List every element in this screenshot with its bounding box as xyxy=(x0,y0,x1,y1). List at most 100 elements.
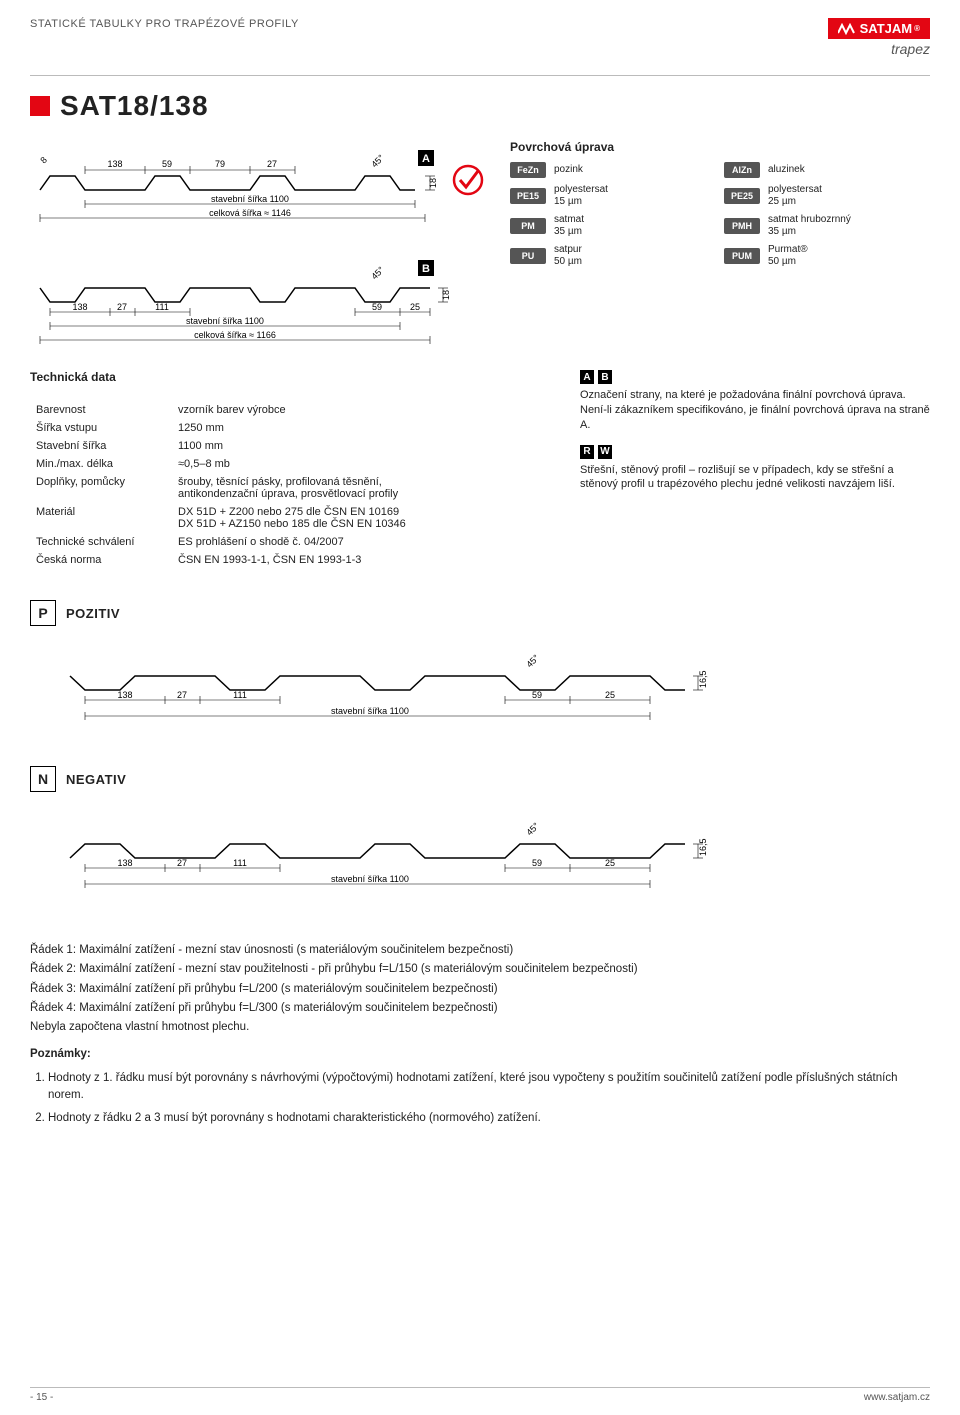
tech-key: Barevnost xyxy=(32,402,172,418)
svg-text:111: 111 xyxy=(233,858,247,868)
notes-list: Hodnoty z 1. řádku musí být porovnány s … xyxy=(30,1070,930,1128)
svg-text:B: B xyxy=(422,263,430,275)
negativ-label: NEGATIV xyxy=(66,772,126,787)
surface-badge: FeZn xyxy=(510,162,546,178)
svg-text:stavební šířka 1100: stavební šířka 1100 xyxy=(331,706,409,716)
svg-text:138: 138 xyxy=(107,159,122,169)
rw-badges: R W xyxy=(580,445,930,459)
svg-text:111: 111 xyxy=(155,302,169,312)
svg-text:138: 138 xyxy=(117,858,132,868)
tech-key: Doplňky, pomůcky xyxy=(32,474,172,502)
footer-left: - 15 - xyxy=(30,1392,53,1403)
surface-label: satmat hrubozrnný 35 µm xyxy=(768,214,930,238)
surface-badge: PE15 xyxy=(510,188,546,204)
svg-text:27: 27 xyxy=(177,690,187,700)
badge-b: B xyxy=(598,370,612,384)
svg-text:45°: 45° xyxy=(369,264,386,281)
brand-subtext: trapez xyxy=(828,41,930,57)
svg-text:stavební šířka 1100: stavební šířka 1100 xyxy=(211,194,289,204)
svg-text:45°: 45° xyxy=(524,820,541,837)
tech-val: DX 51D + Z200 nebo 275 dle ČSN EN 10169 … xyxy=(174,504,558,532)
tech-val: ES prohlášení o shodě č. 04/2007 xyxy=(174,534,558,550)
surface-label: pozink xyxy=(554,164,716,176)
notes-line: Řádek 1: Maximální zatížení - mezní stav… xyxy=(30,942,930,959)
notes-line: Řádek 4: Maximální zatížení při průhybu … xyxy=(30,1000,930,1017)
svg-text:25: 25 xyxy=(410,302,420,312)
notes-line: Řádek 3: Maximální zatížení při průhybu … xyxy=(30,981,930,998)
footer-right: www.satjam.cz xyxy=(864,1392,930,1403)
pozitiv-label: POZITIV xyxy=(66,606,120,621)
negativ-letter: N xyxy=(30,766,56,792)
header-rule xyxy=(30,75,930,76)
surface-badge: PM xyxy=(510,218,546,234)
svg-text:79: 79 xyxy=(215,159,225,169)
tech-key: Technické schválení xyxy=(32,534,172,550)
badge-r: R xyxy=(580,445,594,459)
svg-text:45°: 45° xyxy=(524,652,541,669)
brand-text: SATJAM xyxy=(860,21,912,36)
page-header: STATICKÉ TABULKY PRO TRAPÉZOVÉ PROFILY S… xyxy=(30,18,930,57)
surface-badge: PMH xyxy=(724,218,760,234)
ab-badges: A B xyxy=(580,370,930,384)
svg-text:27: 27 xyxy=(177,858,187,868)
tech-val: 1250 mm xyxy=(174,420,558,436)
svg-text:18: 18 xyxy=(428,178,438,188)
negativ-header: N NEGATIV xyxy=(30,766,930,792)
svg-text:celková šířka ≈ 1166: celková šířka ≈ 1166 xyxy=(194,330,276,340)
svg-text:45°: 45° xyxy=(369,152,386,169)
svg-text:111: 111 xyxy=(233,690,247,700)
surface-grid: FeZn pozink AlZn aluzinek PE15 polyestersat 1… xyxy=(510,162,930,268)
rw-text: Střešní, stěnový profil – rozlišují se v… xyxy=(580,463,930,493)
pozitiv-header: P POZITIV xyxy=(30,600,930,626)
svg-text:16,5: 16,5 xyxy=(698,838,708,856)
svg-text:59: 59 xyxy=(532,690,542,700)
tech-val: ≈0,5–8 mb xyxy=(174,456,558,472)
svg-text:59: 59 xyxy=(372,302,382,312)
notes-item: Hodnoty z řádku 2 a 3 musí být porovnány… xyxy=(48,1110,930,1127)
surface-label: aluzinek xyxy=(768,164,930,176)
surface-label: satpur 50 µm xyxy=(554,244,716,268)
svg-text:A: A xyxy=(422,153,430,165)
tech-key: Šířka vstupu xyxy=(32,420,172,436)
notes-line: Řádek 2: Maximální zatížení - mezní stav… xyxy=(30,961,930,978)
surface-badge: PU xyxy=(510,248,546,264)
svg-text:stavební šířka 1100: stavební šířka 1100 xyxy=(186,316,264,326)
page-footer: - 15 - www.satjam.cz xyxy=(30,1387,930,1403)
tech-val: 1100 mm xyxy=(174,438,558,454)
tech-val: vzorník barev výrobce xyxy=(174,402,558,418)
surface-label: satmat 35 µm xyxy=(554,214,716,238)
svg-text:18: 18 xyxy=(441,290,451,300)
diagram-a: 138 59 79 27 8 45° 18 stavební šířka 110… xyxy=(30,140,490,250)
surface-label: Purmat® 50 µm xyxy=(768,244,930,268)
title-red-square xyxy=(30,96,50,116)
svg-text:59: 59 xyxy=(162,159,172,169)
tech-key: Česká norma xyxy=(32,552,172,568)
svg-text:27: 27 xyxy=(117,302,127,312)
svg-text:138: 138 xyxy=(72,302,87,312)
surface-badge: AlZn xyxy=(724,162,760,178)
diagram-pozitiv: 138 27 111 59 25 45° 16,5 stavební šířka… xyxy=(30,636,750,736)
product-title-text: SAT18/138 xyxy=(60,90,209,122)
svg-text:138: 138 xyxy=(117,690,132,700)
brand-reg: ® xyxy=(914,24,920,33)
svg-text:59: 59 xyxy=(532,858,542,868)
badge-a: A xyxy=(580,370,594,384)
tech-val: ČSN EN 1993-1-1, ČSN EN 1993-1-3 xyxy=(174,552,558,568)
surface-label: polyestersat 25 µm xyxy=(768,184,930,208)
pozitiv-letter: P xyxy=(30,600,56,626)
svg-text:25: 25 xyxy=(605,858,615,868)
badge-w: W xyxy=(598,445,612,459)
ab-text: Označení strany, na které je požadována … xyxy=(580,388,930,433)
surface-label: polyestersat 15 µm xyxy=(554,184,716,208)
header-right: SATJAM ® trapez xyxy=(828,18,930,57)
svg-text:celková šířka ≈ 1146: celková šířka ≈ 1146 xyxy=(209,208,291,218)
tech-key: Min./max. délka xyxy=(32,456,172,472)
tech-title: Technická data xyxy=(30,370,560,384)
notes-line: Nebyla započtena vlastní hmotnost plechu… xyxy=(30,1019,930,1036)
brand-logo: SATJAM ® xyxy=(828,18,930,39)
svg-text:8: 8 xyxy=(38,155,49,166)
surface-badge: PE25 xyxy=(724,188,760,204)
diagram-negativ: 138 27 111 59 25 45° 16,5 stavební šířka… xyxy=(30,802,750,902)
tech-key: Materiál xyxy=(32,504,172,532)
tech-table: Barevnostvzorník barev výrobceŠířka vstu… xyxy=(30,400,560,570)
